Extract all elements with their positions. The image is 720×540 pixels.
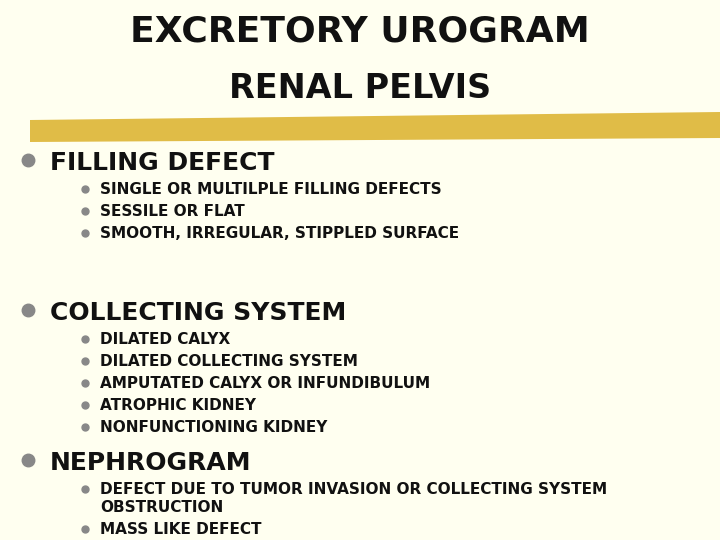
Text: AMPUTATED CALYX OR INFUNDIBULUM: AMPUTATED CALYX OR INFUNDIBULUM [100, 376, 430, 391]
Text: EXCRETORY UROGRAM: EXCRETORY UROGRAM [130, 15, 590, 49]
Text: DILATED CALYX: DILATED CALYX [100, 332, 230, 347]
Text: DEFECT DUE TO TUMOR INVASION OR COLLECTING SYSTEM: DEFECT DUE TO TUMOR INVASION OR COLLECTI… [100, 482, 607, 497]
Text: RENAL PELVIS: RENAL PELVIS [229, 72, 491, 105]
Text: MASS LIKE DEFECT: MASS LIKE DEFECT [100, 522, 261, 537]
Text: COLLECTING SYSTEM: COLLECTING SYSTEM [50, 301, 346, 325]
Text: SINGLE OR MULTILPLE FILLING DEFECTS: SINGLE OR MULTILPLE FILLING DEFECTS [100, 182, 441, 197]
Polygon shape [30, 112, 720, 142]
Text: FILLING DEFECT: FILLING DEFECT [50, 151, 274, 175]
Text: SESSILE OR FLAT: SESSILE OR FLAT [100, 204, 245, 219]
Text: DILATED COLLECTING SYSTEM: DILATED COLLECTING SYSTEM [100, 354, 358, 369]
Text: SMOOTH, IRREGULAR, STIPPLED SURFACE: SMOOTH, IRREGULAR, STIPPLED SURFACE [100, 226, 459, 241]
Text: NEPHROGRAM: NEPHROGRAM [50, 451, 251, 475]
Text: ATROPHIC KIDNEY: ATROPHIC KIDNEY [100, 398, 256, 413]
Text: NONFUNCTIONING KIDNEY: NONFUNCTIONING KIDNEY [100, 420, 328, 435]
Text: OBSTRUCTION: OBSTRUCTION [100, 500, 223, 515]
